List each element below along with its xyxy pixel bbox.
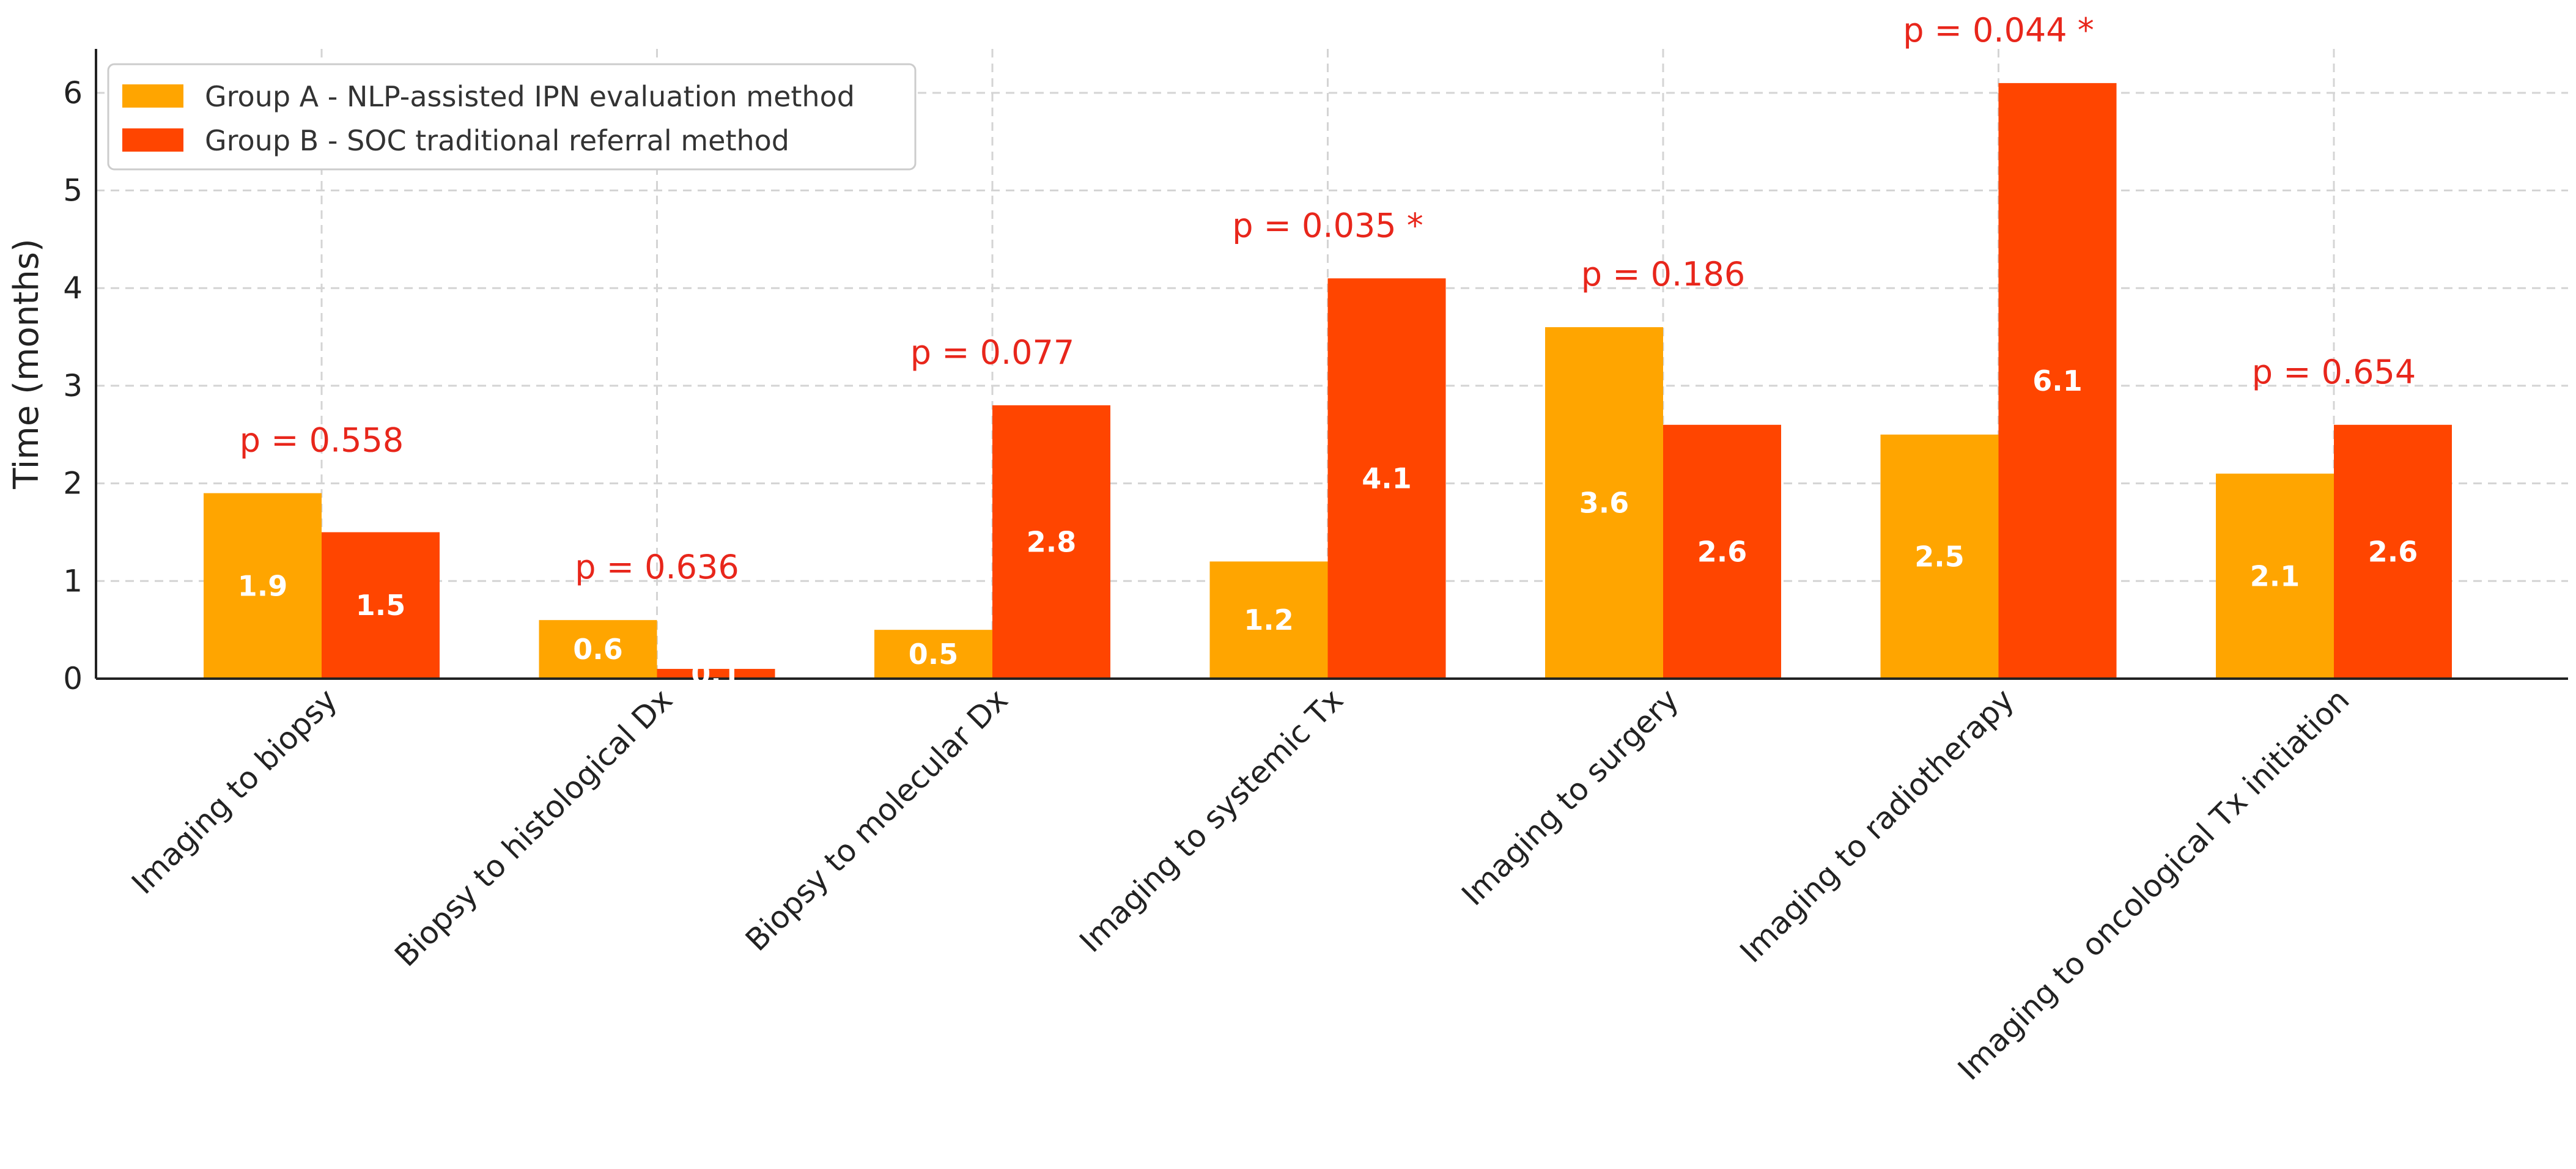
bar-group-b-4 (1663, 424, 1781, 679)
bar-group-b-6 (2334, 424, 2452, 679)
y-tick-label-4: 4 (63, 270, 83, 306)
y-tick-label-1: 1 (63, 563, 83, 599)
bar-value-label-group-a-1: 0.6 (573, 633, 623, 666)
p-value-label-5: p = 0.044 * (1903, 11, 2094, 50)
axes-layer (95, 49, 2568, 680)
bar-group-a-6 (2216, 473, 2334, 679)
bars-layer (204, 83, 2452, 679)
x-tick-label-4: Imaging to surgery (1455, 682, 1685, 912)
p-value-label-6: p = 0.654 (2252, 353, 2416, 391)
bar-value-label-group-a-2: 0.5 (909, 638, 959, 671)
x-tick-labels: Imaging to biopsy Biopsy to histological … (125, 682, 2356, 1087)
bar-value-label-group-a-3: 1.2 (1244, 603, 1294, 636)
bar-value-label-group-b-1: 0.1 (691, 657, 741, 690)
bar-group-a-5 (1880, 434, 1999, 679)
x-tick-label-6: Imaging to oncological Tx initiation (1951, 682, 2356, 1087)
x-tick-label-0: Imaging to biopsy (125, 682, 344, 901)
bar-group-b-1 (657, 669, 775, 679)
x-tick-label-1: Biopsy to histological Dx (388, 682, 679, 973)
bar-value-label-group-a-0: 1.9 (238, 569, 288, 602)
p-value-label-1: p = 0.636 (575, 548, 739, 586)
bar-value-label-group-b-4: 2.6 (1697, 535, 1747, 568)
y-tick-labels: 0 1 2 3 4 5 6 (63, 75, 83, 696)
y-axis-title: Time (months) (7, 238, 46, 489)
y-tick-label-5: 5 (63, 173, 83, 208)
bar-group-a-4 (1545, 327, 1663, 679)
bar-value-label-group-a-4: 3.6 (1579, 487, 1629, 520)
bar-value-label-group-b-3: 4.1 (1362, 462, 1412, 495)
bar-group-a-2 (874, 630, 992, 679)
p-value-label-3: p = 0.035 * (1232, 206, 1423, 245)
bar-group-b-3 (1327, 278, 1446, 679)
legend-label-group-a: Group A - NLP-assisted IPN evaluation me… (205, 80, 855, 113)
bar-value-label-group-b-0: 1.5 (356, 589, 406, 622)
legend-swatch-group-a (122, 84, 183, 108)
x-tick-label-2: Biopsy to molecular Dx (739, 682, 1014, 957)
bar-value-label-group-a-6: 2.1 (2250, 559, 2300, 592)
legend: Group A - NLP-assisted IPN evaluation me… (107, 63, 917, 171)
bar-group-a-1 (539, 620, 657, 679)
bar-group-b-5 (1998, 83, 2117, 679)
y-tick-label-0: 0 (63, 661, 83, 696)
legend-label-group-b: Group B - SOC traditional referral metho… (205, 124, 789, 157)
bar-group-a-3 (1209, 561, 1328, 679)
bar-value-label-group-b-5: 6.1 (2032, 364, 2083, 397)
bar-value-labels: 1.9 0.6 0.5 1.2 3.6 2.5 2.1 1.5 0.1 2.8 4.1 2.6 6.1 2… (238, 364, 2418, 690)
bar-value-label-group-a-5: 2.5 (1914, 540, 1965, 573)
y-tick-label-3: 3 (63, 368, 83, 404)
y-tick-label-2: 2 (63, 466, 83, 501)
y-tick-label-6: 6 (63, 75, 83, 111)
p-value-label-2: p = 0.077 (910, 333, 1074, 372)
bar-group-a-0 (204, 493, 322, 679)
bar-value-label-group-b-6: 2.6 (2368, 535, 2418, 568)
p-value-label-0: p = 0.558 (240, 421, 404, 460)
bar-value-label-group-b-2: 2.8 (1027, 525, 1077, 558)
p-value-label-4: p = 0.186 (1581, 255, 1745, 293)
p-value-annotations: p = 0.558 p = 0.636 p = 0.077 p = 0.035 * p … (240, 11, 2416, 586)
legend-swatch-group-b (122, 128, 183, 152)
bar-group-b-2 (992, 405, 1110, 679)
x-tick-label-5: Imaging to radiotherapy (1733, 682, 2021, 969)
bar-group-b-0 (322, 532, 440, 679)
x-tick-label-3: Imaging to systemic Tx (1073, 682, 1350, 959)
legend-box (107, 63, 917, 171)
